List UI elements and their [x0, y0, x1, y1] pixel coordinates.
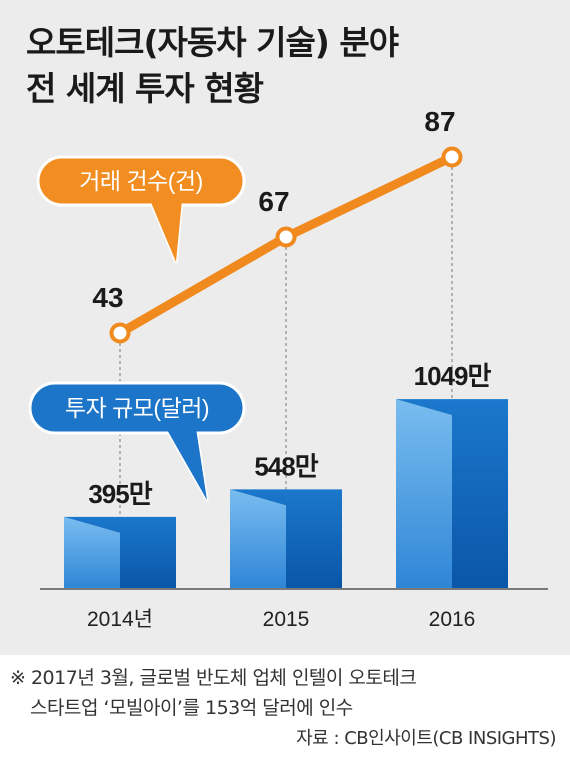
bar-right-face: [230, 489, 342, 588]
legend-bar-label: 투자 규모(달러): [65, 395, 209, 421]
footnote-line-1: ※ 2017년 3월, 글로벌 반도체 업체 인텔이 오토테크: [10, 667, 417, 689]
bar-left-face: [230, 489, 286, 588]
bar-value-label: 548만: [254, 451, 318, 481]
bar-right-face: [64, 516, 176, 588]
legend-bar-tail-fill: [166, 428, 207, 500]
footer-note: ※ 2017년 3월, 글로벌 반도체 업체 인텔이 오토테크 스타트업 ‘모빌…: [0, 655, 570, 760]
line-value-label: 43: [92, 282, 123, 313]
line-point: [275, 226, 297, 248]
legend-bar-bubble: [28, 381, 246, 435]
bar-left-face: [396, 399, 452, 588]
line-value-label: 67: [258, 186, 289, 217]
chart-title-line-2: 전 세계 투자 현황: [26, 69, 264, 108]
legend-line-label: 거래 건수(건): [79, 168, 203, 194]
bar-left-face: [64, 516, 120, 588]
x-tick-label: 2014년: [87, 608, 153, 631]
chart-title-line-1: 오토테크(자동차 기술) 분야: [26, 23, 399, 62]
chart-canvas: 2014년 2015 2016 395만 548만 1049만 43 67 87 거래 건수…: [28, 106, 548, 631]
legend-line-tail-fill: [150, 200, 182, 262]
legend-bar: 투자 규모(달러): [28, 381, 246, 502]
chart-title: 오토테크(자동차 기술) 분야 전 세계 투자 현황: [26, 20, 546, 112]
source-credit: 자료 : CB인사이트(CB INSIGHTS): [296, 728, 556, 749]
line-value-label: 87: [424, 106, 455, 137]
bar-value-label: 1049만: [414, 361, 492, 391]
footnote-line-2: 스타트업 ‘모빌아이’를 153억 달러에 인수: [30, 697, 353, 719]
bar: [396, 399, 508, 588]
line-point: [441, 146, 463, 168]
line-point: [109, 322, 131, 344]
legend-line-bubble: [36, 155, 246, 207]
bar-right-face: [396, 399, 508, 588]
bar-value-label: 395만: [88, 479, 152, 509]
x-tick-label: 2016: [429, 608, 476, 631]
legend-line: 거래 건수(건): [36, 155, 246, 264]
x-tick-label: 2015: [263, 608, 310, 631]
bar: [230, 489, 342, 588]
bar: [64, 516, 176, 588]
